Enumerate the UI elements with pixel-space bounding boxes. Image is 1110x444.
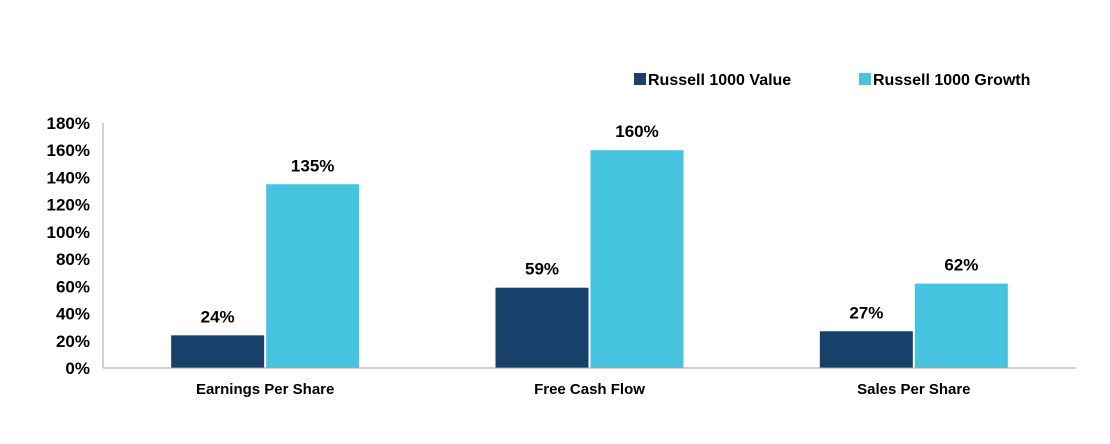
x-category-label: Earnings Per Share: [196, 381, 334, 398]
bar: [495, 287, 589, 368]
data-label: 62%: [944, 256, 978, 275]
y-tick-label: 0%: [65, 359, 90, 378]
y-tick-label: 160%: [47, 141, 90, 160]
legend-label: Russell 1000 Growth: [873, 72, 1030, 89]
y-tick-label: 20%: [56, 332, 90, 351]
y-tick-label: 100%: [47, 223, 90, 242]
data-label: 160%: [615, 122, 658, 141]
x-category-label: Free Cash Flow: [534, 381, 645, 398]
bar: [171, 335, 265, 368]
y-tick-label: 180%: [47, 114, 90, 133]
y-tick-label: 60%: [56, 277, 90, 296]
y-tick-label: 140%: [47, 168, 90, 187]
y-tick-label: 120%: [47, 196, 90, 215]
bars: 24% 135% 59% 160% 27% 62%: [171, 122, 1008, 368]
data-label: 135%: [291, 156, 334, 175]
legend-swatch: [859, 73, 871, 85]
data-label: 24%: [201, 307, 235, 326]
legend-label: Russell 1000 Value: [648, 72, 791, 89]
x-category-label: Sales Per Share: [857, 381, 970, 398]
bar: [819, 331, 913, 368]
data-label: 27%: [849, 303, 883, 322]
legend: Russell 1000 Value Russell 1000 Growth: [634, 72, 1030, 89]
x-axis: Earnings Per Share Free Cash Flow Sales Pe…: [103, 367, 1076, 398]
y-tick-label: 80%: [56, 250, 90, 269]
legend-swatch: [634, 73, 646, 85]
bar: [914, 283, 1008, 368]
bar: [266, 184, 360, 368]
y-tick-label: 40%: [56, 305, 90, 324]
data-label: 59%: [525, 260, 559, 279]
bar: [590, 150, 684, 368]
y-axis: 0% 20% 40% 60% 80% 100% 120% 140% 160% 180%: [47, 114, 104, 378]
